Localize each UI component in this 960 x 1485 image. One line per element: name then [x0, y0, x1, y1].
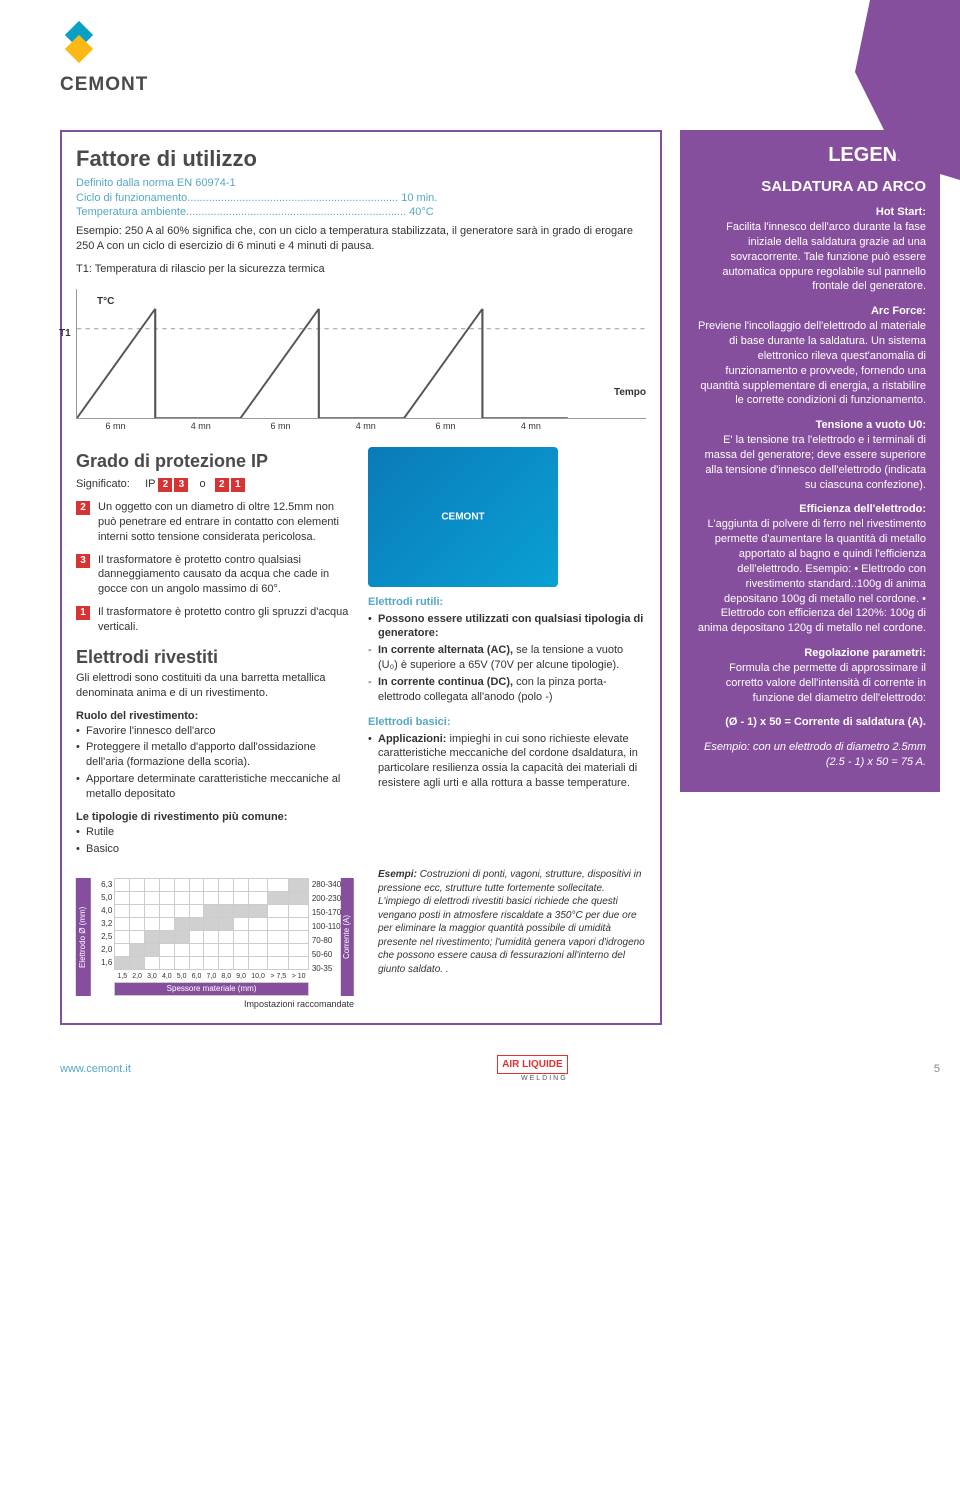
basici-list: Applicazioni: impieghi in cui sono richi…: [368, 732, 646, 791]
elettrodi-title: Elettrodi rivestiti: [76, 645, 354, 669]
fattore-box: Fattore di utilizzo Definito dalla norma…: [60, 130, 662, 1025]
tip-item: Basico: [76, 842, 354, 857]
legenda-formula: (Ø - 1) x 50 = Corrente di saldatura (A)…: [694, 715, 926, 730]
t1-text: T1: Temperatura di rilascio per la sicur…: [76, 262, 646, 277]
ruolo-list: Favorire l'innesco dell'arcoProteggere i…: [76, 724, 354, 802]
legenda-section: Hot Start:Facilita l'innesco dell'arco d…: [694, 205, 926, 294]
brand-logo: CEMONT: [60, 25, 148, 97]
fattore-subtitle: Definito dalla norma EN 60974-1: [76, 176, 646, 191]
ip-significato: Significato: IP 23 o 21: [76, 477, 354, 492]
fattore-body: Esempio: 250 A al 60% significa che, con…: [76, 224, 646, 254]
ciclo-line: Ciclo di funzionamento..................…: [76, 191, 646, 206]
ruolo-item: Apportare determinate caratteristiche me…: [76, 772, 354, 802]
ip-item: 3Il trasformatore è protetto contro qual…: [76, 553, 354, 598]
fattore-title: Fattore di utilizzo: [76, 144, 646, 174]
thermal-chart: T°C T1 Tempo 6 mn 4 mn 6 mn 4 mn 6 mn 4 …: [76, 289, 646, 419]
basici-esempi: Esempi: Costruzioni di ponti, vagoni, st…: [368, 868, 646, 976]
legenda-title: LEGENDA: [694, 142, 926, 169]
tip-heading: Le tipologie di rivestimento più comune:: [76, 810, 354, 825]
rutili-list: Possono essere utilizzati con qualsiasi …: [368, 612, 646, 705]
tip-list: Rutile Basico: [76, 825, 354, 857]
legenda-esempio: Esempio: con un elettrodo di diametro 2.…: [694, 740, 926, 770]
footer-brand: AIR LIQUIDE: [497, 1055, 568, 1075]
legenda-section: Efficienza dell'elettrodo:L'aggiunta di …: [694, 502, 926, 636]
legenda-section: Tensione a vuoto U0:E' la tensione tra l…: [694, 418, 926, 492]
rutili-item: In corrente alternata (AC), se la tensio…: [368, 643, 646, 673]
legenda-section: Regolazione parametri:Formula che permet…: [694, 646, 926, 705]
legenda-subtitle: SALDATURA AD ARCO: [694, 177, 926, 197]
rutili-heading: Elettrodi rutili:: [368, 595, 646, 610]
rutili-item: In corrente continua (DC), con la pinza …: [368, 675, 646, 705]
legenda-sidebar: LEGENDA SALDATURA AD ARCO Hot Start:Faci…: [680, 130, 940, 792]
electrode-table: Elettrodo Ø (mm) 6,35,04,03,22,52,01,61,…: [76, 878, 354, 1010]
ip-title: Grado di protezione IP: [76, 449, 354, 473]
tip-item: Rutile: [76, 825, 354, 840]
footer-url: www.cemont.it: [60, 1062, 131, 1077]
ip-item: 2Un oggetto con un diametro di oltre 12.…: [76, 500, 354, 545]
ruolo-heading: Ruolo del rivestimento:: [76, 709, 354, 724]
ruolo-item: Favorire l'innesco dell'arco: [76, 724, 354, 739]
ip-item: 1Il trasformatore è protetto contro gli …: [76, 605, 354, 635]
page-footer: www.cemont.it AIR LIQUIDE WELDING 5: [60, 1055, 940, 1084]
page-number: 5: [934, 1062, 940, 1077]
elettrodi-intro: Gli elettrodi sono costituiti da una bar…: [76, 671, 354, 701]
basici-heading: Elettrodi basici:: [368, 715, 646, 730]
product-image: [368, 447, 558, 587]
ruolo-item: Proteggere il metallo d'apporto dall'oss…: [76, 740, 354, 770]
temp-line: Temperatura ambiente....................…: [76, 205, 646, 220]
brand-name: CEMONT: [60, 72, 148, 98]
legenda-section: Arc Force:Previene l'incollaggio dell'el…: [694, 304, 926, 408]
